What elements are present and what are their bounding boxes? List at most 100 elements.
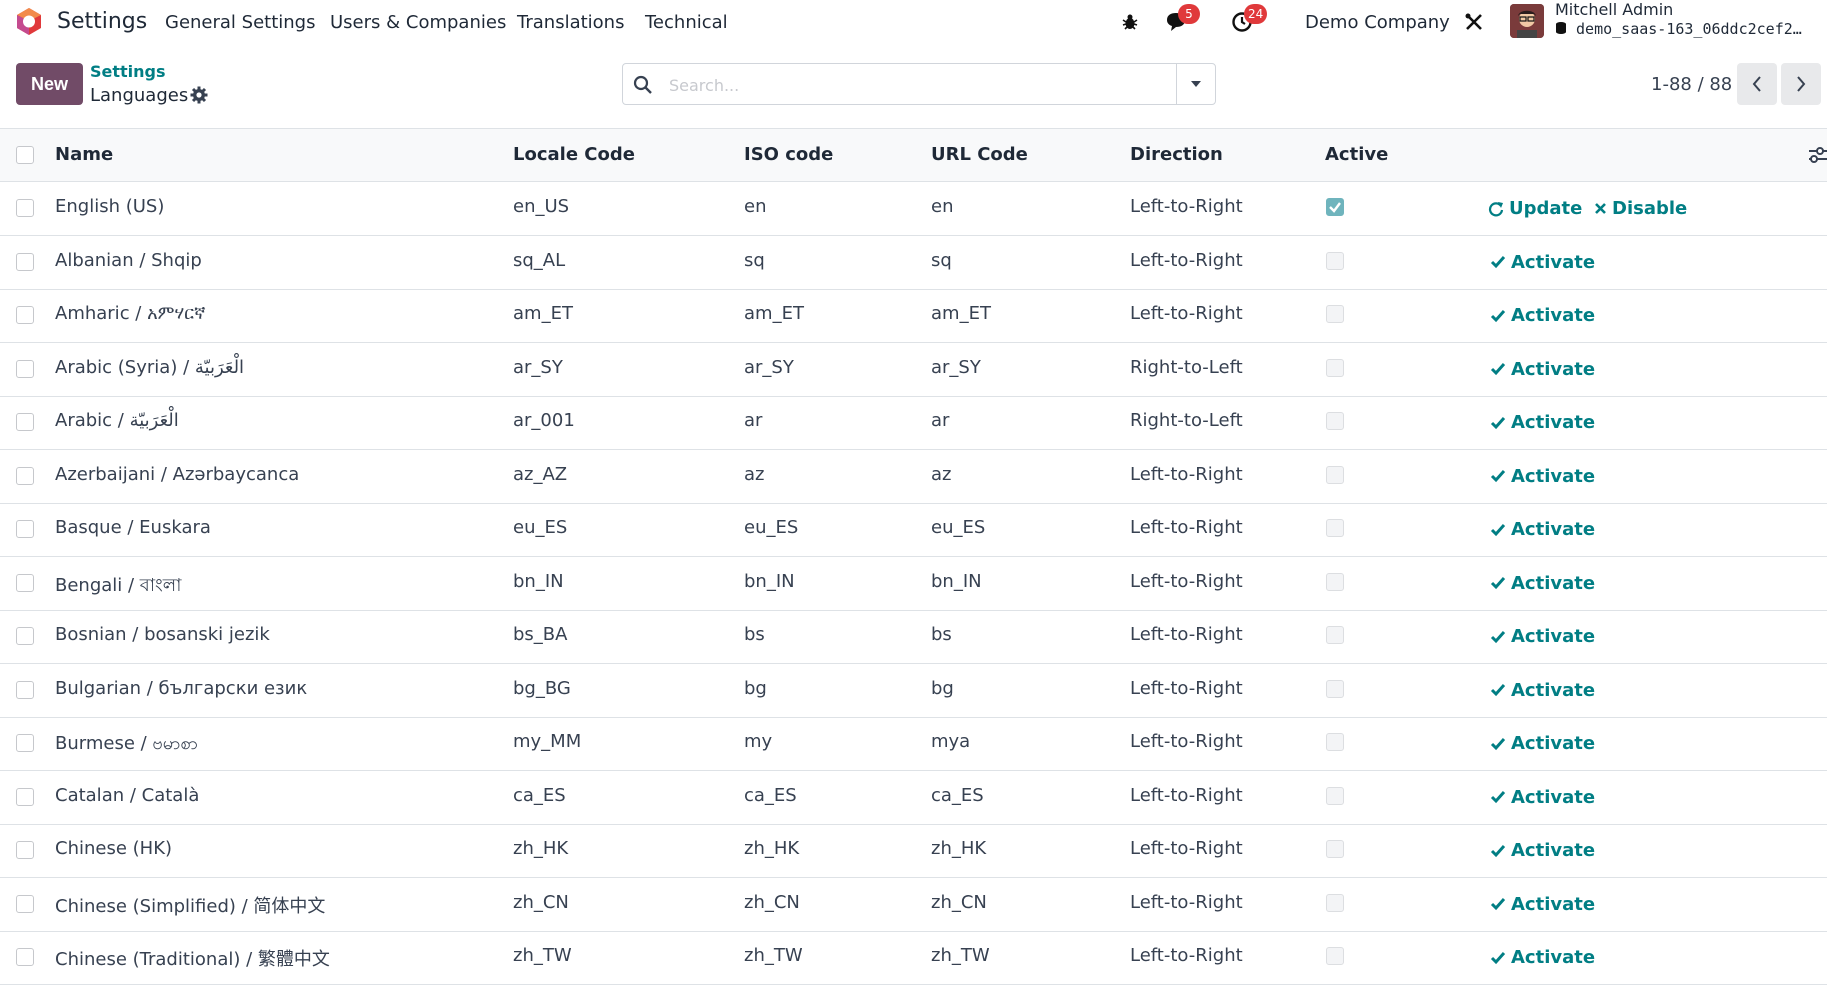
- new-button[interactable]: New: [16, 63, 83, 105]
- cell-locale-code: zh_CN: [513, 891, 569, 913]
- cell-direction: Left-to-Right: [1130, 784, 1243, 806]
- activate-button[interactable]: Activate: [1490, 519, 1595, 540]
- check-icon: [1490, 630, 1506, 643]
- activate-label: Activate: [1511, 412, 1596, 433]
- cell-locale-code: am_ET: [513, 303, 573, 324]
- cell-direction: Left-to-Right: [1130, 517, 1243, 538]
- table-row[interactable]: Azerbaijani / Azərbaycanca az_AZ az az Left-…: [0, 450, 1827, 504]
- menu-users-companies[interactable]: Users & Companies: [330, 12, 507, 33]
- table-row[interactable]: Bulgarian / български език bg_BG bg bg Left-…: [0, 664, 1827, 718]
- cell-iso-code: ca_ES: [744, 784, 797, 806]
- row-select-checkbox[interactable]: [16, 734, 34, 752]
- table-row[interactable]: Basque / Euskara eu_ES eu_ES eu_ES Left-to-R…: [0, 503, 1827, 557]
- table-row[interactable]: Albanian / Shqip sq_AL sq sq Left-to-Right Ac…: [0, 236, 1827, 290]
- app-name[interactable]: Settings: [57, 9, 148, 34]
- check-icon: [1490, 577, 1506, 590]
- cell-iso-code: bn_IN: [744, 570, 795, 592]
- table-row[interactable]: Chinese (Simplified) / 简体中文 zh_CN zh_CN zh_…: [0, 878, 1827, 932]
- activate-button[interactable]: Activate: [1490, 894, 1595, 915]
- row-select-checkbox[interactable]: [16, 199, 34, 217]
- pager-value[interactable]: 1-88 / 88: [1651, 74, 1733, 95]
- activate-button[interactable]: Activate: [1490, 252, 1595, 273]
- cell-locale-code: zh_TW: [513, 945, 572, 966]
- activate-button[interactable]: Activate: [1490, 626, 1595, 647]
- menu-technical[interactable]: Technical: [645, 12, 728, 33]
- activate-button[interactable]: Activate: [1490, 787, 1595, 808]
- column-header-name[interactable]: Name: [55, 144, 114, 165]
- table-row[interactable]: Burmese / ဗမာစာ my_MM my mya Left-to-Right Ac…: [0, 717, 1827, 771]
- update-button[interactable]: Update: [1488, 198, 1582, 219]
- optional-columns-icon[interactable]: [1807, 145, 1827, 167]
- active-checkbox: [1326, 305, 1344, 323]
- activate-button[interactable]: Activate: [1490, 573, 1595, 594]
- cell-name: Arabic / الْعَرَبيّة: [55, 410, 179, 431]
- row-select-checkbox[interactable]: [16, 466, 34, 485]
- table-row[interactable]: Arabic (Syria) / الْعَرَبيّة ar_SY ar_SY ar…: [0, 343, 1827, 397]
- search-icon[interactable]: [633, 75, 653, 95]
- activate-button[interactable]: Activate: [1490, 947, 1595, 968]
- row-select-checkbox[interactable]: [16, 413, 34, 431]
- table-row[interactable]: Chinese (Traditional) / 繁體中文 zh_TW zh_TW zh…: [0, 931, 1827, 985]
- activate-button[interactable]: Activate: [1490, 466, 1595, 487]
- avatar[interactable]: [1510, 4, 1544, 38]
- activate-button[interactable]: Activate: [1490, 733, 1595, 754]
- disable-button[interactable]: Disable: [1594, 198, 1687, 219]
- activate-button[interactable]: Activate: [1490, 412, 1595, 433]
- cell-locale-code: az_AZ: [513, 463, 568, 485]
- cell-iso-code: sq: [744, 249, 765, 271]
- activate-button[interactable]: Activate: [1490, 359, 1595, 380]
- table-row[interactable]: Bengali / বাংলা bn_IN bn_IN bn_IN Left-to-Ri…: [0, 557, 1827, 611]
- row-select-checkbox[interactable]: [16, 252, 34, 271]
- activate-button[interactable]: Activate: [1490, 305, 1595, 326]
- menu-general-settings[interactable]: General Settings: [165, 12, 316, 33]
- row-select-checkbox[interactable]: [16, 627, 34, 645]
- gear-icon[interactable]: [190, 86, 208, 104]
- debug-bug-icon[interactable]: [1116, 8, 1144, 36]
- column-header-locale-code[interactable]: Locale Code: [513, 144, 635, 165]
- column-header-active[interactable]: Active: [1325, 144, 1389, 165]
- row-select-checkbox[interactable]: [16, 359, 34, 378]
- row-select-checkbox[interactable]: [16, 787, 34, 806]
- pager-next-button[interactable]: [1781, 63, 1821, 105]
- cell-locale-code: bn_IN: [513, 570, 564, 592]
- chat-icon[interactable]: 5: [1163, 4, 1200, 36]
- active-checkbox: [1326, 947, 1344, 965]
- clock-icon[interactable]: 24: [1228, 4, 1268, 36]
- activate-button[interactable]: Activate: [1490, 840, 1595, 861]
- tools-icon[interactable]: [1460, 8, 1488, 36]
- page-title: Languages: [90, 85, 189, 106]
- row-select-checkbox[interactable]: [16, 520, 34, 538]
- row-select-checkbox[interactable]: [16, 894, 34, 913]
- odoo-logo-icon[interactable]: [14, 6, 44, 36]
- cell-direction: Right-to-Left: [1130, 410, 1243, 431]
- cell-locale-code: my_MM: [513, 731, 582, 752]
- select-all-checkbox[interactable]: [16, 146, 34, 164]
- row-select-checkbox[interactable]: [16, 680, 34, 699]
- pager-previous-button[interactable]: [1737, 63, 1777, 105]
- menu-translations[interactable]: Translations: [517, 12, 625, 33]
- activate-button[interactable]: Activate: [1490, 680, 1595, 701]
- table-row[interactable]: Arabic / الْعَرَبيّة ar_001 ar ar Right-to-L…: [0, 396, 1827, 450]
- table-row[interactable]: Catalan / Català ca_ES ca_ES ca_ES Left-to-R…: [0, 771, 1827, 825]
- table-row[interactable]: Amharic / አምሃርኛ am_ET am_ET am_ET Left-to-Ri…: [0, 289, 1827, 343]
- row-select-checkbox[interactable]: [16, 841, 34, 859]
- cell-url-code: ar_SY: [931, 356, 981, 378]
- company-switcher[interactable]: Demo Company: [1305, 12, 1450, 33]
- column-header-direction[interactable]: Direction: [1130, 144, 1223, 165]
- row-select-checkbox[interactable]: [16, 573, 34, 592]
- check-icon: [1490, 309, 1506, 322]
- search-input[interactable]: [667, 72, 1151, 98]
- user-name[interactable]: Mitchell Admin: [1555, 0, 1674, 19]
- search-options-toggle[interactable]: [1176, 64, 1215, 104]
- table-row[interactable]: Bosnian / bosanski jezik bs_BA bs bs Left-to…: [0, 610, 1827, 664]
- column-header-iso-code[interactable]: ISO code: [744, 144, 834, 165]
- table-row[interactable]: English (US) en_US en en Left-to-Right Update…: [0, 182, 1827, 236]
- row-select-checkbox[interactable]: [16, 306, 34, 324]
- cell-direction: Left-to-Right: [1130, 249, 1243, 271]
- breadcrumb-settings[interactable]: Settings: [90, 62, 166, 81]
- table-row[interactable]: Chinese (HK) zh_HK zh_HK zh_HK Left-to-Right…: [0, 824, 1827, 878]
- cell-name: Basque / Euskara: [55, 517, 211, 538]
- column-header-url-code[interactable]: URL Code: [931, 144, 1028, 165]
- row-select-checkbox[interactable]: [16, 948, 34, 966]
- cell-direction: Left-to-Right: [1130, 303, 1243, 324]
